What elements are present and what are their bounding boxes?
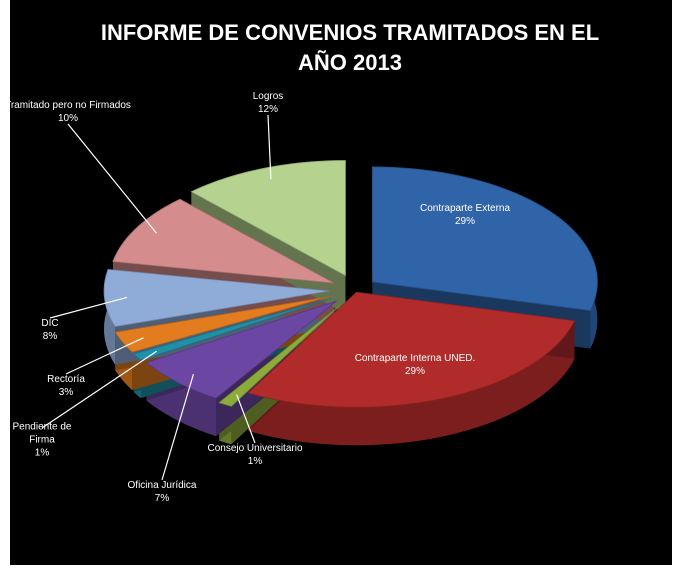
data-label: Pendiente de Firma 1% xyxy=(12,421,72,460)
slice xyxy=(114,296,330,353)
leader-line xyxy=(65,337,144,375)
slice xyxy=(247,291,576,408)
leader-line xyxy=(161,374,195,481)
leader-line xyxy=(49,296,128,319)
value-label: 8% xyxy=(42,331,58,342)
slice xyxy=(371,166,598,311)
slice xyxy=(145,300,337,399)
slice xyxy=(190,160,346,277)
value-label: 3% xyxy=(58,387,74,398)
category-label: Contraparte Interna UNED. xyxy=(354,353,476,364)
data-label: Rectoría 3% xyxy=(36,373,96,399)
category-label: DIC xyxy=(41,318,59,329)
data-label: Contraparte Externa 29% xyxy=(410,202,520,228)
slice-side xyxy=(248,320,575,446)
data-label: DIC 8% xyxy=(30,317,70,343)
slice xyxy=(103,269,330,327)
category-label: Oficina Jurídica xyxy=(127,480,197,491)
data-label: Tramitado pero no Firmados 10% xyxy=(10,99,143,125)
category-label: Logros xyxy=(252,91,284,102)
category-label: Consejo Universitario xyxy=(207,443,303,454)
category-label: Tramitado pero no Firmados xyxy=(10,100,131,111)
data-label: Logros 12% xyxy=(238,90,298,116)
value-label: 1% xyxy=(34,447,50,459)
pie-plot xyxy=(41,114,598,481)
chart-title: INFORME DE CONVENIOS TRAMITADOS EN EL AÑ… xyxy=(100,20,600,75)
leader-line xyxy=(236,394,256,444)
value-label: 10% xyxy=(57,113,78,124)
data-label: Contraparte Interna UNED. 29% xyxy=(335,352,495,378)
leader-line xyxy=(41,350,157,429)
category-label: Rectoría xyxy=(47,374,85,385)
chart: INFORME DE CONVENIOS TRAMITADOS EN EL AÑ… xyxy=(10,0,672,565)
value-label: 29% xyxy=(404,366,425,377)
slice xyxy=(132,298,332,361)
data-label: Oficina Jurídica 7% xyxy=(117,479,207,505)
slice xyxy=(218,305,341,407)
value-label: 1% xyxy=(247,456,263,467)
data-label: Consejo Universitario 1% xyxy=(195,442,315,468)
slice xyxy=(112,198,335,284)
category-label: Pendiente de Firma xyxy=(12,421,72,446)
leader-line xyxy=(267,114,272,180)
category-label: Contraparte Externa xyxy=(419,203,511,214)
value-label: 7% xyxy=(154,493,170,504)
leader-line xyxy=(67,123,157,234)
value-label: 29% xyxy=(454,216,475,227)
value-label: 12% xyxy=(257,104,278,115)
